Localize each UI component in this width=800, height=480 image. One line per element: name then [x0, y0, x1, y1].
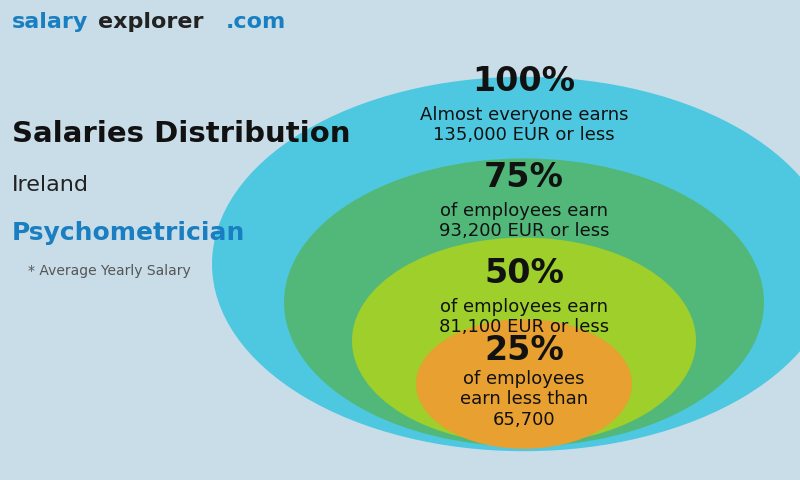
Text: Ireland: Ireland — [12, 175, 89, 195]
Text: .com: .com — [226, 12, 286, 32]
Text: Salaries Distribution: Salaries Distribution — [12, 120, 350, 148]
Text: 25%: 25% — [484, 334, 564, 367]
Ellipse shape — [416, 319, 632, 449]
Text: salary: salary — [12, 12, 88, 32]
Text: 93,200 EUR or less: 93,200 EUR or less — [438, 222, 610, 240]
Text: of employees: of employees — [463, 370, 585, 388]
Text: explorer: explorer — [98, 12, 203, 32]
Text: 65,700: 65,700 — [493, 410, 555, 429]
Ellipse shape — [352, 238, 696, 444]
Text: 81,100 EUR or less: 81,100 EUR or less — [439, 318, 609, 336]
Text: Psychometrician: Psychometrician — [12, 221, 246, 245]
Text: earn less than: earn less than — [460, 390, 588, 408]
Text: of employees earn: of employees earn — [440, 298, 608, 316]
Text: 75%: 75% — [484, 161, 564, 194]
Ellipse shape — [284, 158, 764, 446]
Text: * Average Yearly Salary: * Average Yearly Salary — [28, 264, 190, 278]
Text: 135,000 EUR or less: 135,000 EUR or less — [433, 126, 615, 144]
Text: 50%: 50% — [484, 257, 564, 290]
Ellipse shape — [212, 77, 800, 451]
Text: of employees earn: of employees earn — [440, 202, 608, 220]
Text: 100%: 100% — [473, 65, 575, 98]
Text: Almost everyone earns: Almost everyone earns — [420, 106, 628, 124]
